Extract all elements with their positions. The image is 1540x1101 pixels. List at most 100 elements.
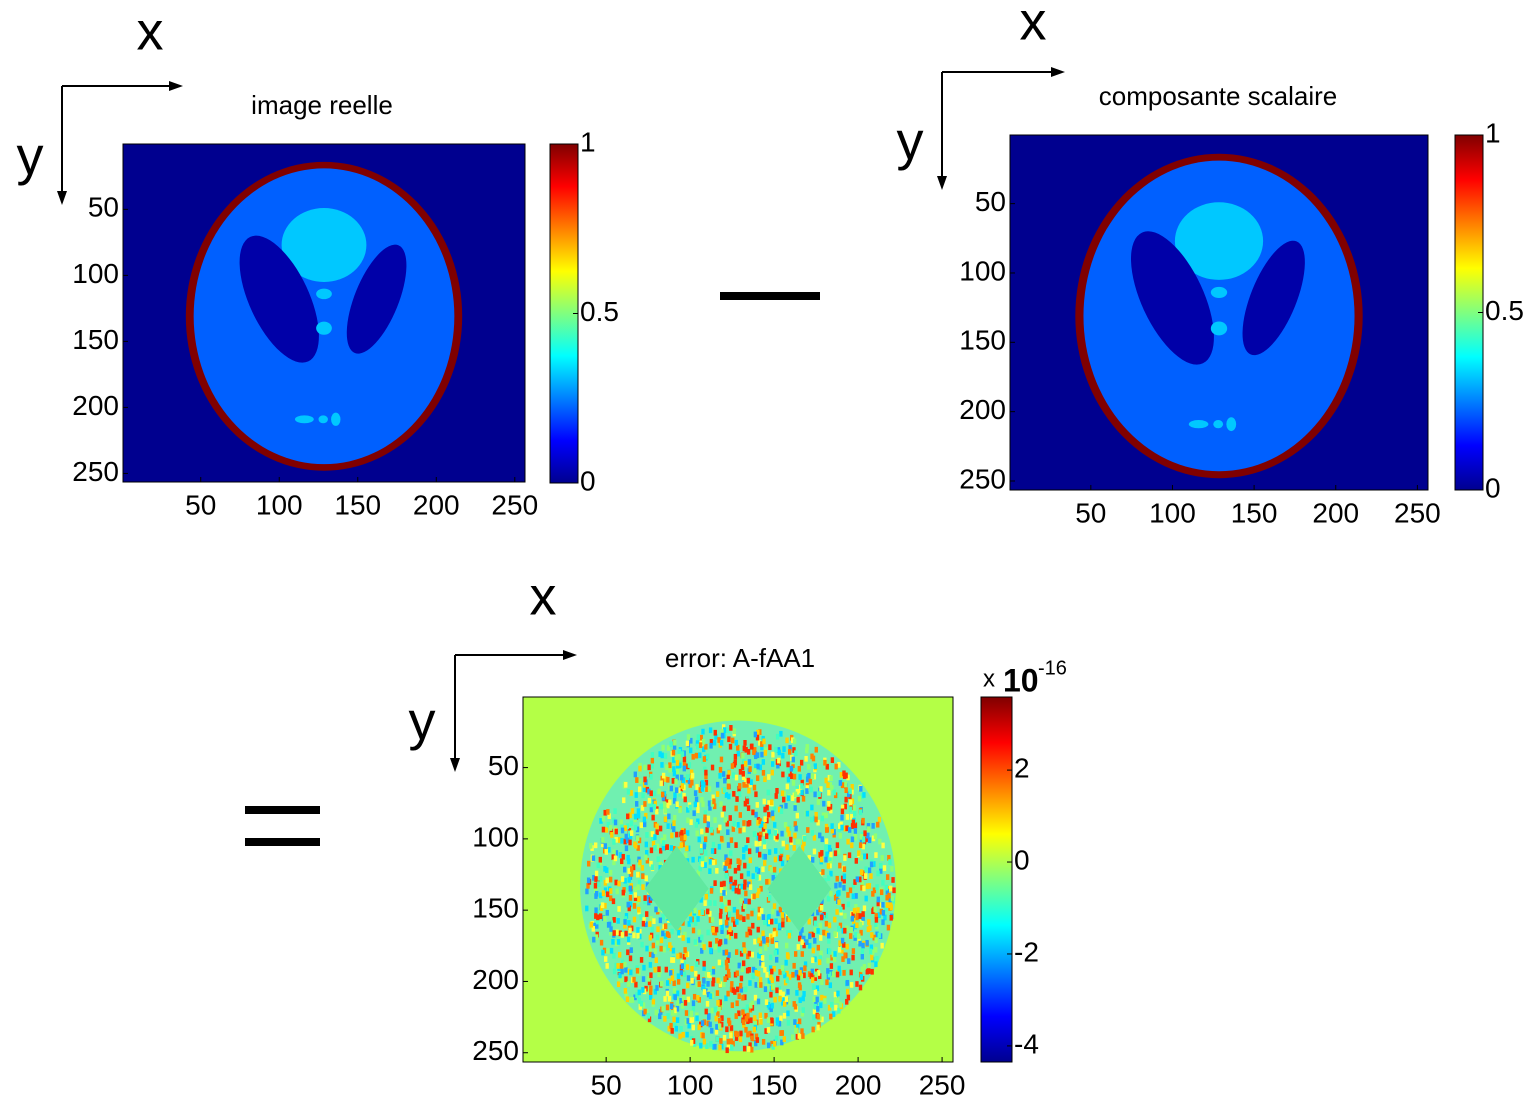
noise (609, 926, 613, 932)
noise (753, 1020, 758, 1027)
noise (647, 979, 652, 986)
noise (649, 972, 653, 979)
noise (663, 753, 668, 759)
noise (713, 929, 718, 936)
noise (874, 946, 878, 953)
noise (720, 732, 725, 739)
noise (780, 965, 785, 971)
arrowhead (937, 176, 947, 190)
noise (717, 1017, 722, 1024)
noise (650, 926, 654, 933)
noise (874, 852, 878, 858)
noise (694, 752, 699, 759)
noise (629, 947, 633, 954)
noise (592, 936, 596, 943)
noise (723, 816, 728, 823)
arrowhead (450, 758, 460, 772)
noise (703, 900, 707, 906)
noise (839, 771, 844, 778)
noise (659, 937, 664, 944)
noise (750, 1046, 754, 1053)
noise (686, 830, 690, 836)
noise (626, 936, 631, 943)
noise (762, 937, 766, 944)
noise (743, 879, 747, 886)
noise (669, 970, 673, 976)
noise (854, 858, 858, 864)
noise (683, 947, 687, 953)
noise (700, 909, 704, 916)
noise (816, 1006, 820, 1012)
noise (710, 1007, 714, 1014)
noise (850, 836, 855, 843)
noise (754, 840, 758, 847)
noise (724, 792, 729, 798)
noise (792, 747, 796, 753)
noise (618, 837, 622, 843)
noise (805, 810, 810, 817)
noise (876, 870, 880, 877)
noise (675, 787, 679, 794)
noise (732, 921, 737, 927)
noise (596, 862, 600, 869)
noise (768, 954, 773, 961)
noise (845, 825, 849, 832)
noise (840, 947, 844, 954)
noise (742, 782, 746, 788)
noise (681, 935, 685, 941)
noise (772, 871, 777, 878)
noise (729, 1038, 733, 1045)
noise (661, 744, 665, 751)
noise (594, 842, 598, 849)
noise (671, 749, 676, 756)
noise (784, 959, 788, 966)
noise (813, 927, 817, 933)
noise (755, 1037, 760, 1043)
noise (722, 949, 726, 956)
noise (608, 825, 613, 831)
noise (623, 919, 627, 925)
noise (728, 815, 732, 821)
noise (763, 945, 768, 951)
x-axis-label: x (137, 1, 164, 61)
noise (632, 916, 637, 923)
noise (662, 801, 667, 808)
noise (652, 918, 656, 925)
noise (826, 805, 831, 811)
noise (827, 937, 831, 944)
noise (649, 915, 653, 922)
noise (669, 945, 673, 952)
noise (739, 982, 743, 989)
noise (665, 990, 670, 997)
noise (696, 734, 700, 741)
noise (843, 952, 847, 959)
noise (663, 834, 667, 841)
noise (674, 754, 678, 761)
blob (1174, 202, 1264, 280)
noise (842, 970, 846, 976)
dot (1210, 321, 1228, 336)
noise (747, 820, 752, 826)
noise (609, 828, 613, 835)
noise (632, 932, 636, 939)
noise (686, 937, 691, 944)
noise (806, 827, 810, 833)
noise (747, 848, 752, 855)
noise (819, 1002, 823, 1009)
noise (827, 971, 832, 978)
noise (862, 964, 867, 970)
noise (748, 929, 753, 936)
noise (801, 795, 806, 802)
noise (622, 797, 626, 804)
noise (745, 781, 749, 788)
noise (704, 779, 709, 786)
noise (706, 815, 711, 822)
noise (801, 995, 805, 1002)
noise (767, 811, 771, 818)
noise (737, 993, 741, 1000)
noise (613, 808, 617, 814)
noise (639, 822, 643, 829)
noise (831, 971, 836, 978)
noise (604, 826, 609, 833)
noise (752, 1026, 757, 1033)
